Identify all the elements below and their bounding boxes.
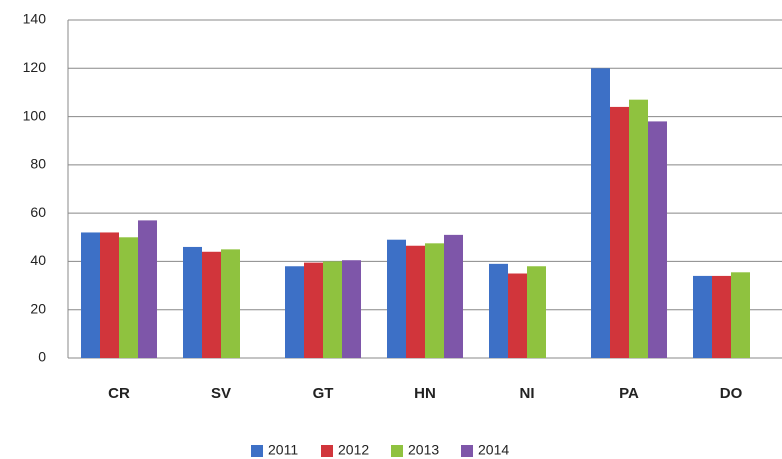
y-tick-label: 100 bbox=[23, 107, 47, 123]
y-tick-label: 140 bbox=[23, 11, 47, 27]
bar bbox=[100, 232, 119, 358]
bar bbox=[629, 99, 648, 359]
legend-swatch bbox=[251, 445, 263, 457]
y-tick-label: 60 bbox=[30, 204, 46, 220]
bar bbox=[221, 249, 240, 358]
y-tick-label: 40 bbox=[30, 252, 46, 268]
bar bbox=[425, 243, 444, 358]
bar bbox=[444, 234, 463, 358]
bar bbox=[712, 275, 731, 358]
y-tick-label: 0 bbox=[38, 349, 46, 365]
legend-swatch bbox=[391, 445, 403, 457]
legend-swatch bbox=[321, 445, 333, 457]
bar bbox=[81, 232, 100, 358]
bar bbox=[138, 220, 157, 358]
bar bbox=[489, 263, 508, 358]
bar bbox=[285, 266, 304, 358]
x-tick-label: HN bbox=[414, 385, 436, 402]
bar bbox=[731, 272, 750, 358]
x-tick-label: GT bbox=[313, 385, 334, 402]
y-tick-label: 80 bbox=[30, 156, 46, 172]
bar bbox=[610, 106, 629, 359]
legend-label: 2014 bbox=[478, 442, 509, 458]
x-tick-label: CR bbox=[108, 385, 130, 402]
bar bbox=[202, 251, 221, 358]
bar bbox=[387, 239, 406, 358]
legend-label: 2013 bbox=[408, 442, 439, 458]
bar bbox=[406, 245, 425, 358]
x-tick-label: NI bbox=[520, 385, 535, 402]
bar bbox=[648, 121, 667, 359]
bar bbox=[591, 68, 610, 359]
bar bbox=[693, 275, 712, 358]
bar bbox=[527, 266, 546, 358]
y-tick-label: 20 bbox=[30, 300, 46, 316]
x-tick-label: DO bbox=[720, 385, 743, 402]
legend-swatch bbox=[461, 445, 473, 457]
bar bbox=[323, 261, 342, 358]
legend-label: 2011 bbox=[268, 442, 298, 458]
bar bbox=[342, 260, 361, 358]
y-tick-label: 120 bbox=[23, 59, 47, 75]
legend-label: 2012 bbox=[338, 442, 369, 458]
bar bbox=[508, 273, 527, 358]
bar bbox=[304, 262, 323, 358]
bar bbox=[183, 246, 202, 358]
x-tick-label: SV bbox=[211, 385, 231, 402]
x-tick-label: PA bbox=[619, 385, 639, 402]
bar bbox=[119, 237, 138, 358]
